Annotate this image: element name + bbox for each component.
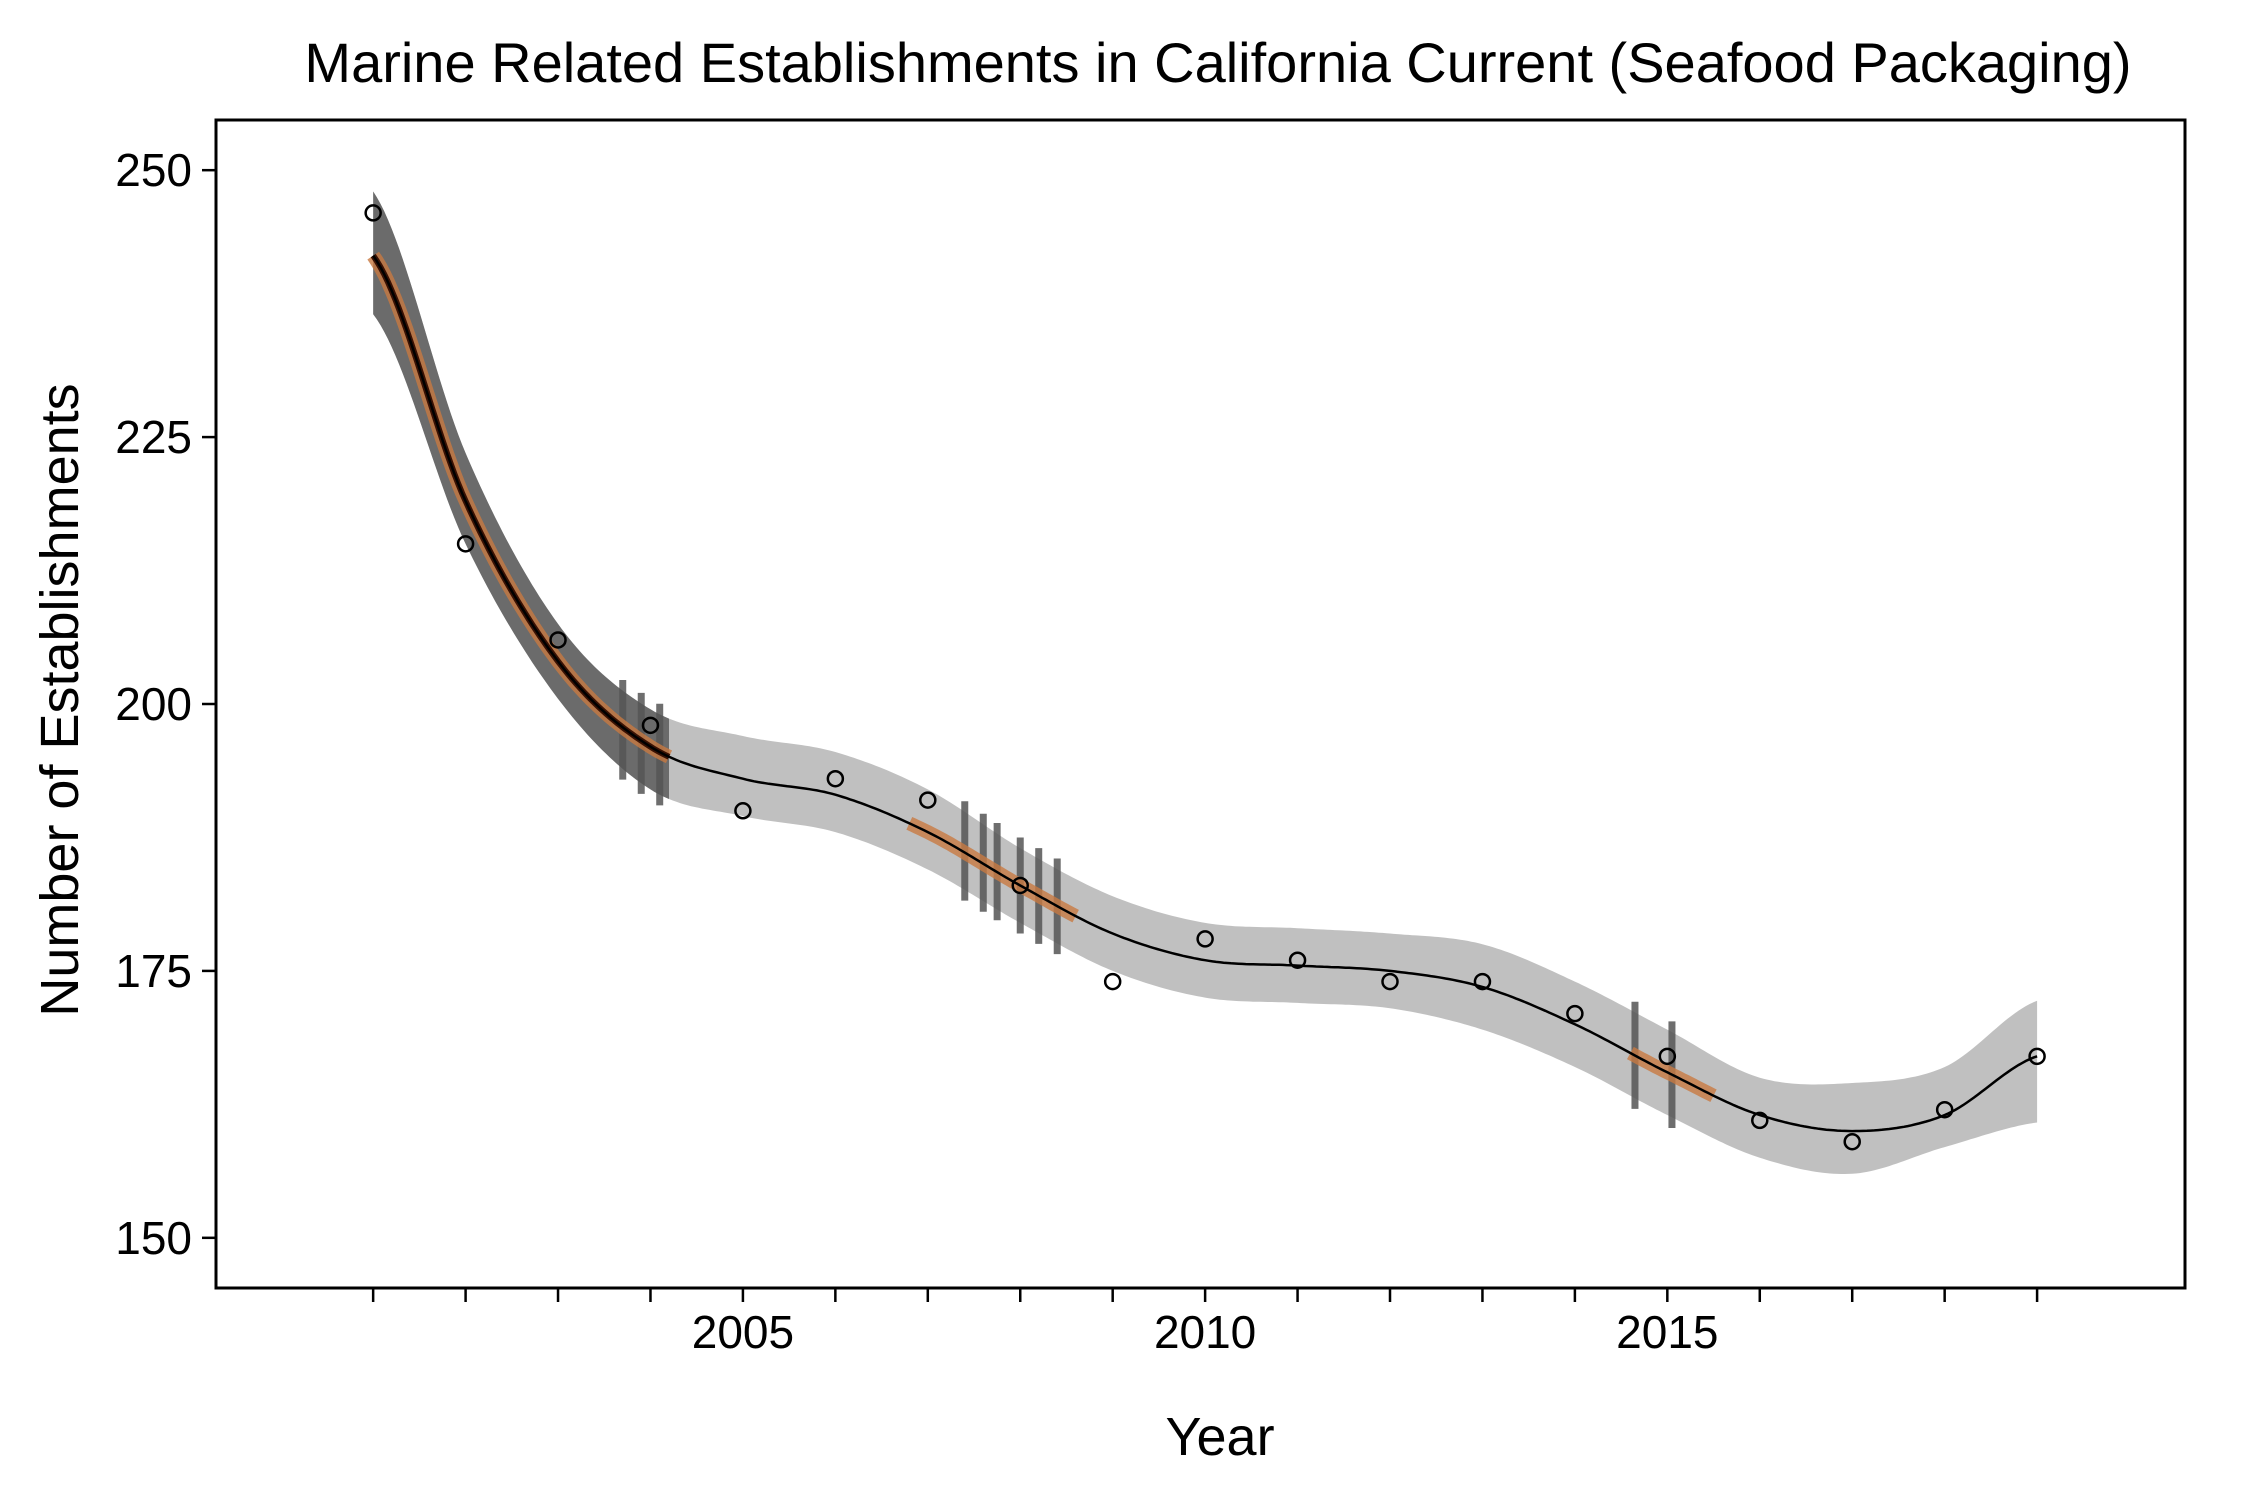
y-tick-label: 250 (115, 144, 192, 196)
data-point (734, 802, 752, 820)
data-point (1566, 1004, 1584, 1023)
data-point (1196, 930, 1214, 948)
y-tick-label: 175 (115, 945, 192, 997)
trend-line (372, 254, 2038, 1133)
y-axis: 150 175 200 225 250 (115, 144, 216, 1264)
data-point (1935, 1100, 1954, 1119)
data-point (2028, 1047, 2046, 1066)
data-point (456, 535, 475, 553)
x-axis: 2005 2010 2015 (371, 1288, 2039, 1358)
y-tick-label: 150 (115, 1212, 192, 1264)
confidence-ribbon (373, 191, 2038, 1174)
data-point (641, 716, 660, 735)
x-tick-label: 2010 (1154, 1306, 1256, 1358)
y-tick-label: 225 (115, 411, 192, 463)
data-point (1288, 951, 1307, 969)
y-axis-title: Number of Establishments (30, 383, 90, 1016)
data-point (1843, 1132, 1861, 1151)
data-point (364, 204, 382, 222)
chart-title: Marine Related Establishments in Califor… (304, 31, 2131, 94)
data-point (549, 631, 567, 649)
data-point (826, 769, 845, 788)
data-point (919, 791, 937, 809)
x-tick-label: 2015 (1616, 1306, 1718, 1358)
data-point (1011, 876, 1029, 895)
x-tick-label: 2005 (692, 1306, 794, 1358)
data-point (1473, 972, 1492, 991)
data-point (1103, 972, 1122, 991)
y-tick-label: 200 (115, 678, 192, 730)
plot-area (364, 191, 2046, 1174)
data-point (1381, 972, 1399, 991)
data-point (1751, 1111, 1769, 1130)
data-point (1658, 1047, 1677, 1066)
x-axis-title: Year (1165, 1407, 1274, 1467)
